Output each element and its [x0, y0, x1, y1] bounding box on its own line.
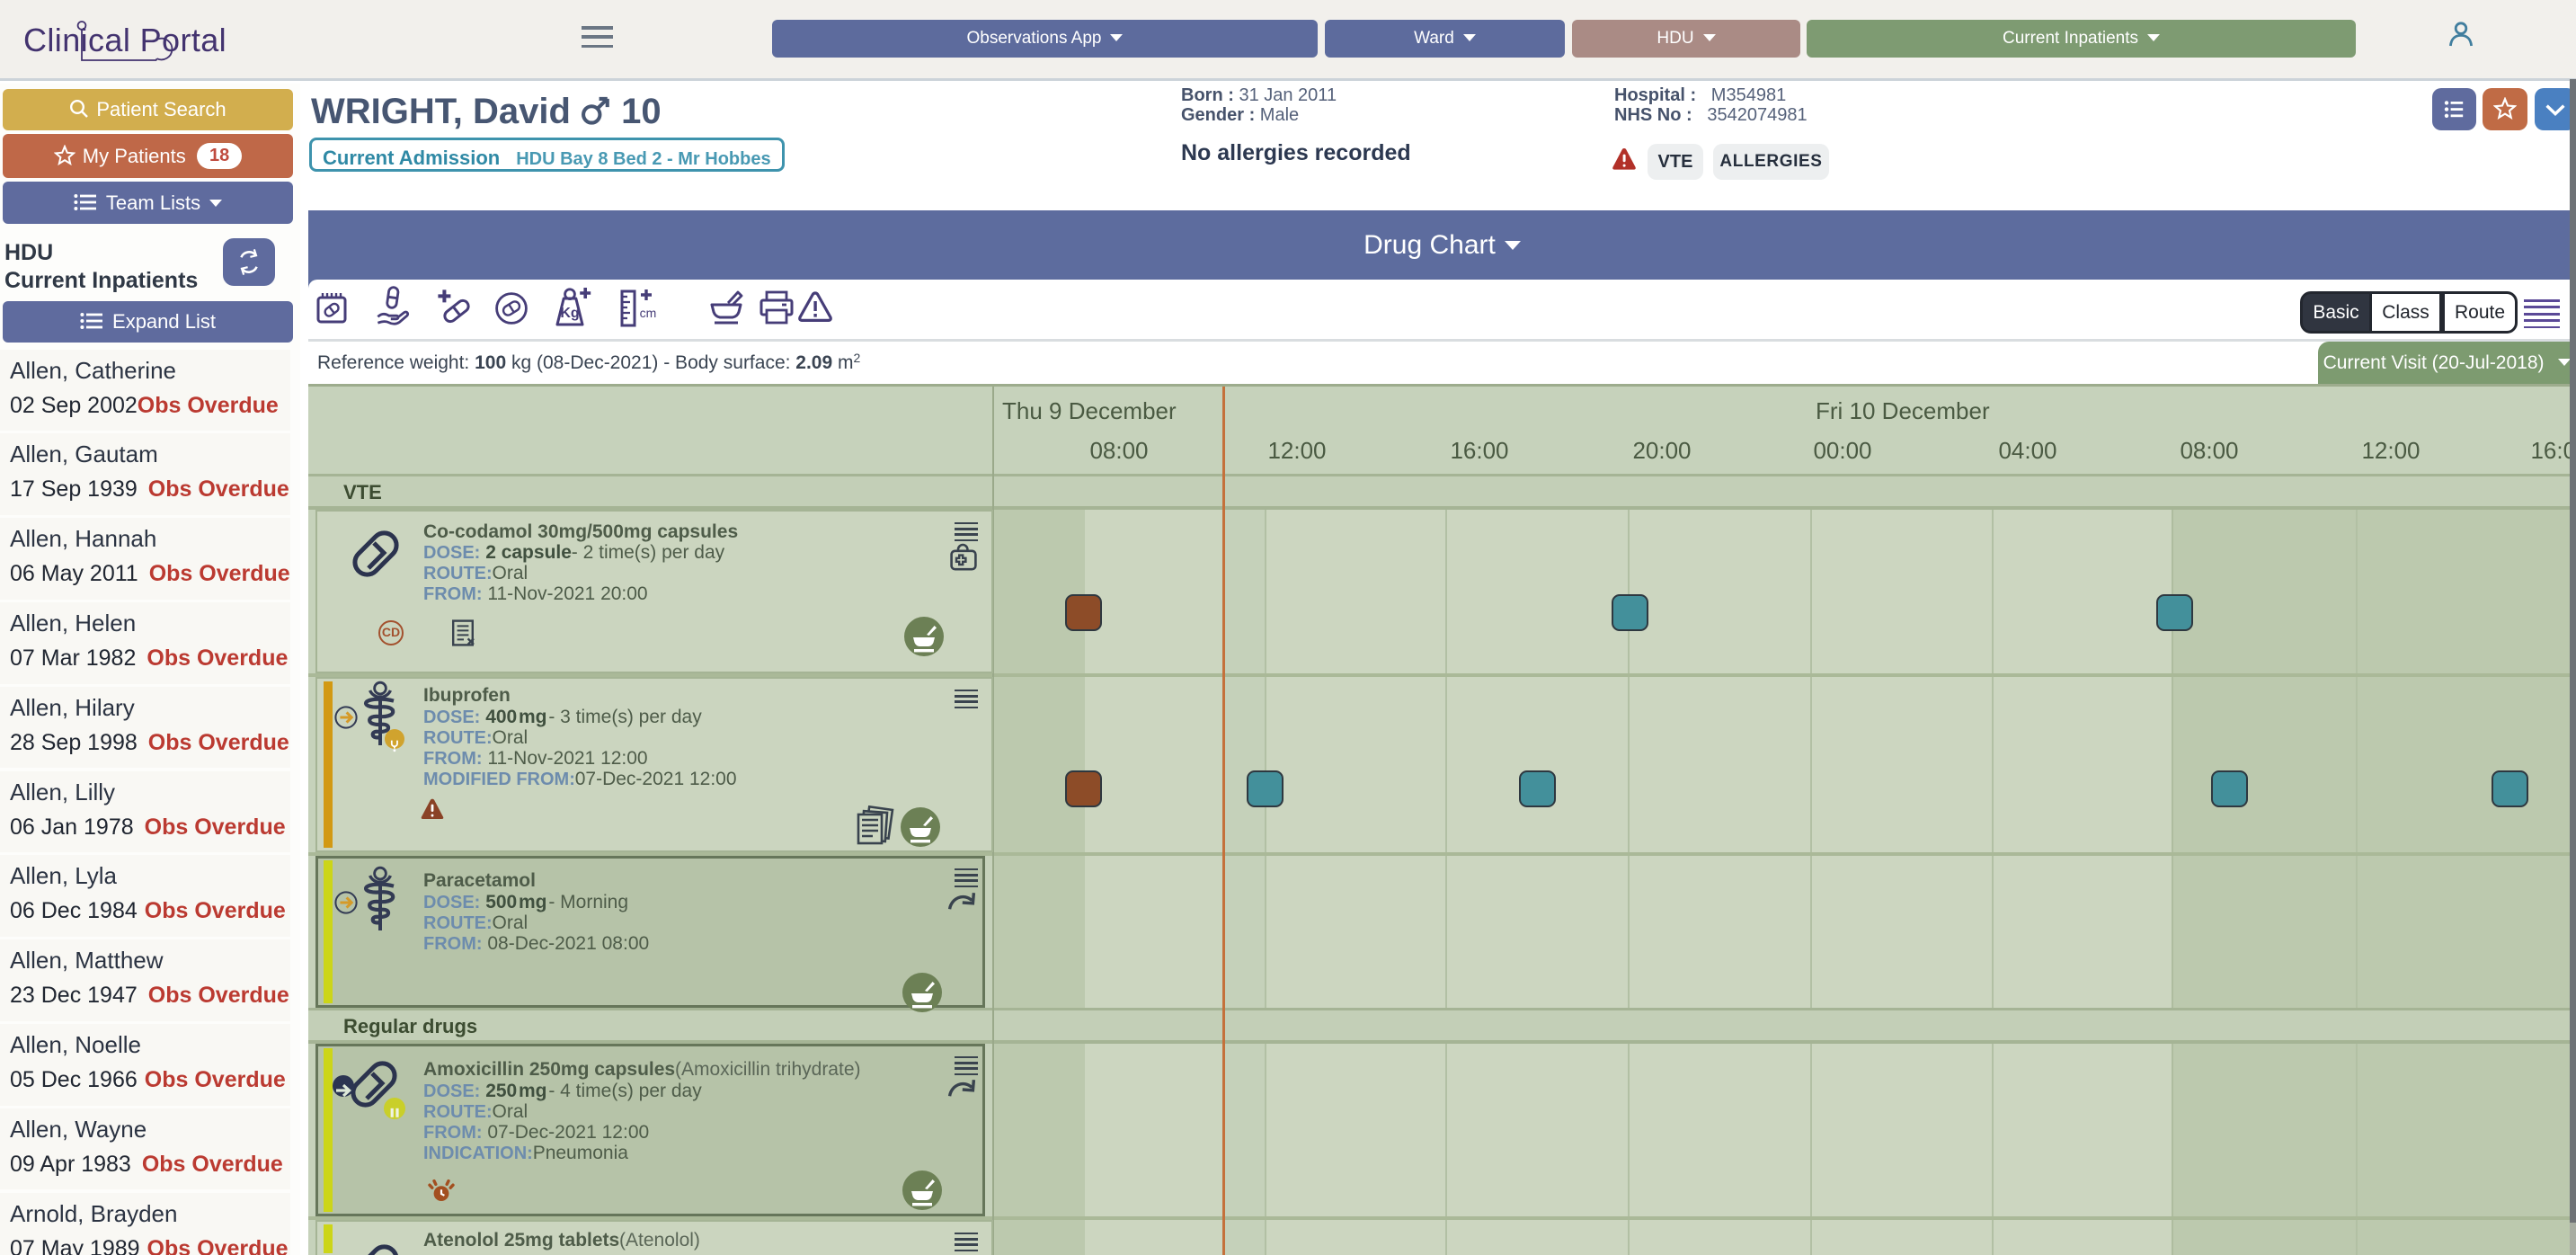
svg-text:Kg: Kg — [560, 306, 579, 321]
svg-text:cm: cm — [640, 306, 657, 320]
